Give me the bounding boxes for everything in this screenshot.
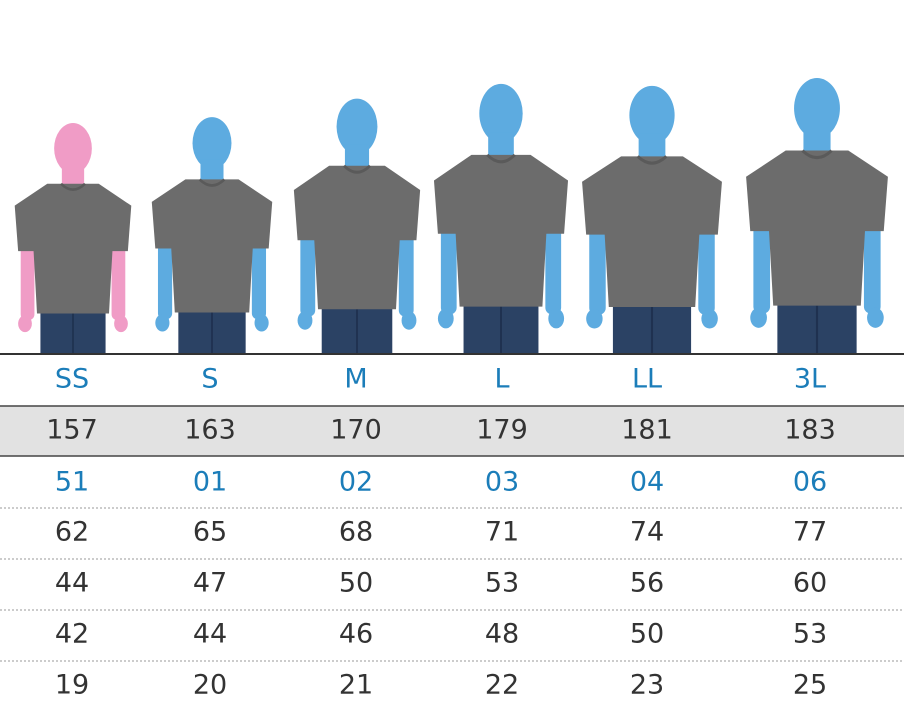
- height-row-band: [0, 406, 904, 456]
- table-cell: 74: [630, 517, 664, 548]
- table-cell: 50: [339, 568, 373, 599]
- table-cell: 163: [184, 415, 236, 446]
- table-cell: 25: [793, 670, 827, 701]
- dotted-rules: [0, 507, 904, 662]
- figure-l: [432, 82, 570, 354]
- size-label: 3L: [794, 364, 826, 395]
- table-cell: 56: [630, 568, 664, 599]
- figure-ll: [580, 84, 724, 354]
- size-label: SS: [55, 364, 89, 395]
- table-cell: 04: [630, 467, 664, 498]
- figure-ss: [13, 121, 133, 354]
- table-cell: 01: [193, 467, 227, 498]
- table-cell: 50: [630, 619, 664, 650]
- table-cell: 53: [485, 568, 519, 599]
- size-label: L: [494, 364, 509, 395]
- size-label: M: [344, 364, 367, 395]
- table-cell: 181: [621, 415, 673, 446]
- table-cell: 53: [793, 619, 827, 650]
- table-cell: 21: [339, 670, 373, 701]
- table-cell: 183: [784, 415, 836, 446]
- table-cell: 48: [485, 619, 519, 650]
- table-cell: 44: [193, 619, 227, 650]
- figure-3l: [744, 76, 890, 354]
- figure-s: [150, 115, 274, 354]
- table-cell: 44: [55, 568, 89, 599]
- table-cell: 46: [339, 619, 373, 650]
- size-label: S: [201, 364, 218, 395]
- table-cell: 20: [193, 670, 227, 701]
- table-cell: 02: [339, 467, 373, 498]
- table-cell: 22: [485, 670, 519, 701]
- table-cell: 19: [55, 670, 89, 701]
- figures: [13, 76, 890, 354]
- table-cell: 65: [193, 517, 227, 548]
- figure-m: [292, 97, 422, 354]
- table-cell: 68: [339, 517, 373, 548]
- table-cell: 06: [793, 467, 827, 498]
- table-cell: 47: [193, 568, 227, 599]
- table-cell: 42: [55, 619, 89, 650]
- size-label: LL: [632, 364, 662, 395]
- table-cell: 51: [55, 467, 89, 498]
- table-cell: 71: [485, 517, 519, 548]
- table-cell: 62: [55, 517, 89, 548]
- table-cell: 60: [793, 568, 827, 599]
- table-cell: 03: [485, 467, 519, 498]
- table-cell: 77: [793, 517, 827, 548]
- table-cell: 157: [46, 415, 98, 446]
- table-cell: 179: [476, 415, 528, 446]
- table-cell: 170: [330, 415, 382, 446]
- table-cell: 23: [630, 670, 664, 701]
